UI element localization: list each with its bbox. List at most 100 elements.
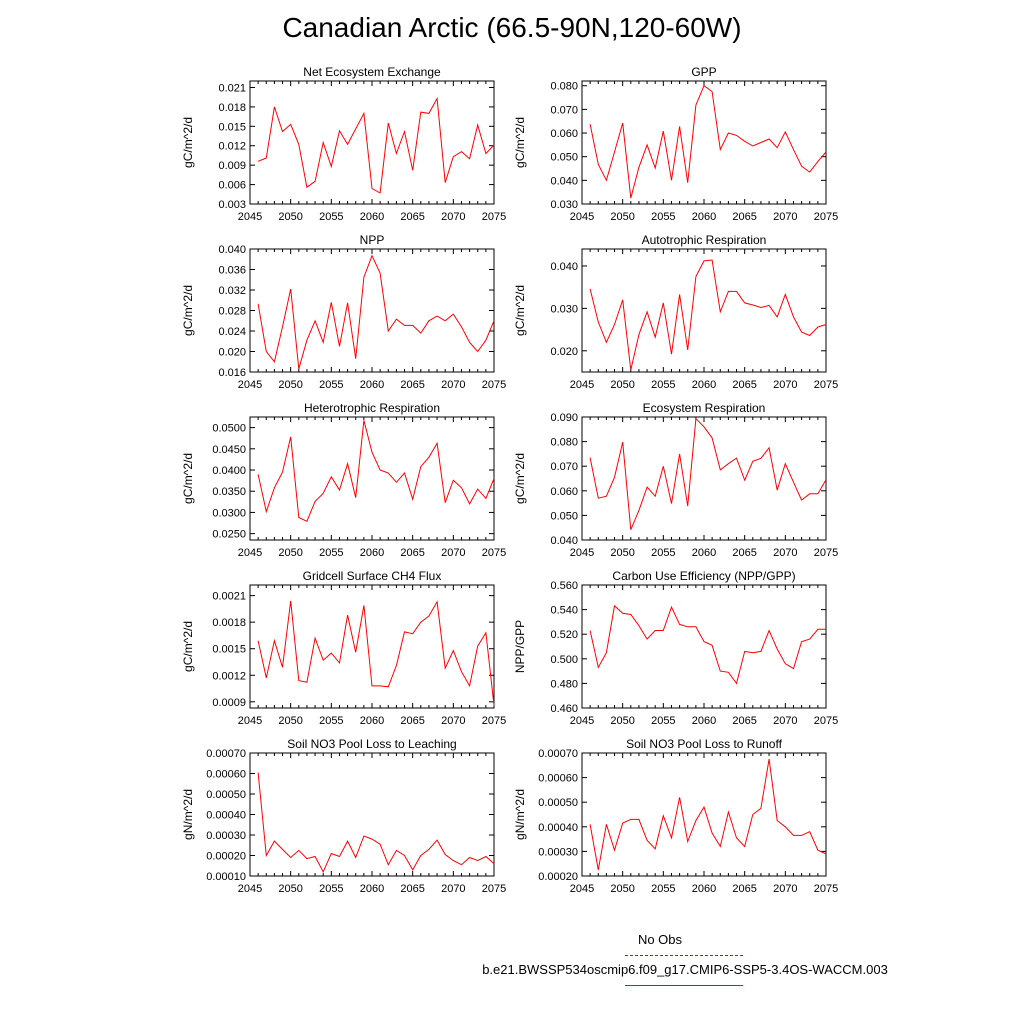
y-tick-label: 0.030 — [550, 303, 578, 315]
x-tick-label: 2065 — [732, 883, 756, 895]
x-tick-label: 2065 — [400, 211, 424, 223]
x-tick-label: 2070 — [773, 547, 797, 559]
chart-panel-1: Net Ecosystem Exchange gC/m^2/d 2045 2050 20… — [181, 65, 506, 223]
chart-panel-4: Autotrophic Respiration gC/m^2/d 2045 2050 2… — [513, 233, 838, 391]
x-tick-label: 2045 — [238, 547, 262, 559]
y-tick-label: 0.021 — [218, 82, 246, 94]
x-tick-label: 2045 — [570, 211, 594, 223]
y-tick-label: 0.070 — [550, 461, 578, 473]
y-tick-label: 0.00040 — [538, 822, 578, 834]
y-tick-label: 0.050 — [550, 510, 578, 522]
x-tick-label: 2055 — [319, 211, 343, 223]
x-tick-label: 2070 — [773, 883, 797, 895]
x-tick-label: 2045 — [570, 547, 594, 559]
x-tick-label: 2075 — [482, 379, 506, 391]
chart-title: Ecosystem Respiration — [643, 401, 766, 415]
chart-panel-5: Heterotrophic Respiration gC/m^2/d 2045 205… — [181, 401, 506, 559]
legend-obs-line — [625, 955, 743, 956]
x-tick-label: 2050 — [610, 547, 634, 559]
y-tick-label: 0.00070 — [538, 748, 578, 760]
plot-frame — [249, 416, 495, 541]
series-line — [257, 96, 495, 194]
y-tick-label: 0.006 — [218, 180, 246, 192]
x-tick-label: 2070 — [441, 547, 465, 559]
y-tick-label: 0.036 — [218, 265, 246, 277]
x-tick-label: 2055 — [319, 379, 343, 391]
x-tick-label: 2070 — [441, 883, 465, 895]
y-tick-label: 0.028 — [218, 306, 246, 318]
y-axis-label: gN/m^2/d — [181, 789, 195, 840]
y-tick-label: 0.070 — [550, 104, 578, 116]
chart-title: Autotrophic Respiration — [642, 233, 767, 247]
x-tick-label: 2065 — [732, 379, 756, 391]
x-tick-label: 2045 — [570, 715, 594, 727]
chart-title: Soil NO3 Pool Loss to Leaching — [287, 737, 456, 751]
y-tick-label: 0.012 — [218, 141, 246, 153]
y-tick-label: 0.00020 — [206, 851, 246, 863]
x-tick-label: 2070 — [441, 715, 465, 727]
x-tick-label: 2060 — [692, 379, 716, 391]
y-axis-label: gC/m^2/d — [513, 285, 527, 336]
y-tick-label: 0.0400 — [212, 465, 246, 477]
x-tick-label: 2050 — [278, 883, 302, 895]
x-tick-label: 2050 — [610, 379, 634, 391]
x-tick-label: 2060 — [360, 379, 384, 391]
y-tick-label: 0.500 — [550, 654, 578, 666]
y-tick-label: 0.0012 — [212, 670, 246, 682]
y-tick-label: 0.0500 — [212, 423, 246, 435]
x-tick-label: 2060 — [692, 547, 716, 559]
x-tick-label: 2050 — [278, 715, 302, 727]
x-tick-label: 2060 — [692, 211, 716, 223]
x-tick-label: 2055 — [651, 547, 675, 559]
legend-case-label: b.e21.BWSSP534oscmip6.f09_g17.CMIP6-SSP5… — [482, 962, 888, 977]
x-tick-label: 2065 — [732, 211, 756, 223]
x-tick-label: 2045 — [238, 379, 262, 391]
series-line — [589, 604, 826, 685]
y-axis-label: gC/m^2/d — [181, 285, 195, 336]
x-tick-label: 2065 — [400, 547, 424, 559]
y-tick-label: 0.540 — [550, 605, 578, 617]
plot-frame — [249, 584, 495, 709]
y-tick-label: 0.030 — [550, 199, 578, 211]
x-tick-label: 2065 — [400, 379, 424, 391]
y-tick-label: 0.040 — [550, 261, 578, 273]
y-tick-label: 0.016 — [218, 367, 246, 379]
chart-panel-3: NPP gC/m^2/d 2045 2050 2055 2060 2065 2070 2075 0… — [181, 233, 506, 391]
chart-title: Carbon Use Efficiency (NPP/GPP) — [612, 569, 795, 583]
plot-frame — [581, 584, 827, 709]
x-tick-label: 2060 — [360, 883, 384, 895]
y-tick-label: 0.0021 — [212, 591, 246, 603]
y-tick-label: 0.0350 — [212, 486, 246, 498]
y-tick-label: 0.00030 — [206, 830, 246, 842]
plot-frame — [581, 80, 827, 205]
y-tick-label: 0.0250 — [212, 529, 246, 541]
x-tick-label: 2065 — [732, 715, 756, 727]
series-line — [257, 600, 495, 706]
y-tick-label: 0.060 — [550, 128, 578, 140]
y-tick-label: 0.020 — [550, 346, 578, 358]
x-tick-label: 2045 — [238, 883, 262, 895]
y-axis-label: gN/m^2/d — [513, 789, 527, 840]
x-tick-label: 2050 — [610, 211, 634, 223]
y-tick-label: 0.00060 — [206, 769, 246, 781]
y-tick-label: 0.560 — [550, 580, 578, 592]
x-tick-label: 2075 — [814, 211, 838, 223]
x-tick-label: 2075 — [482, 715, 506, 727]
y-axis-label: gC/m^2/d — [181, 117, 195, 168]
x-tick-label: 2055 — [651, 715, 675, 727]
x-tick-label: 2055 — [319, 883, 343, 895]
chart-panel-8: Carbon Use Efficiency (NPP/GPP) NPP/GPP 20… — [513, 569, 838, 727]
chart-title: NPP — [360, 233, 385, 247]
x-tick-label: 2060 — [360, 715, 384, 727]
x-tick-label: 2075 — [814, 379, 838, 391]
plot-frame — [581, 248, 827, 373]
series-line — [589, 417, 827, 530]
y-tick-label: 0.040 — [550, 175, 578, 187]
chart-panel-6: Ecosystem Respiration gC/m^2/d 2045 2050 205… — [513, 401, 838, 559]
series-line — [257, 420, 495, 522]
x-tick-label: 2050 — [278, 379, 302, 391]
x-tick-label: 2045 — [570, 379, 594, 391]
plot-frame — [249, 752, 495, 877]
x-tick-label: 2050 — [278, 547, 302, 559]
